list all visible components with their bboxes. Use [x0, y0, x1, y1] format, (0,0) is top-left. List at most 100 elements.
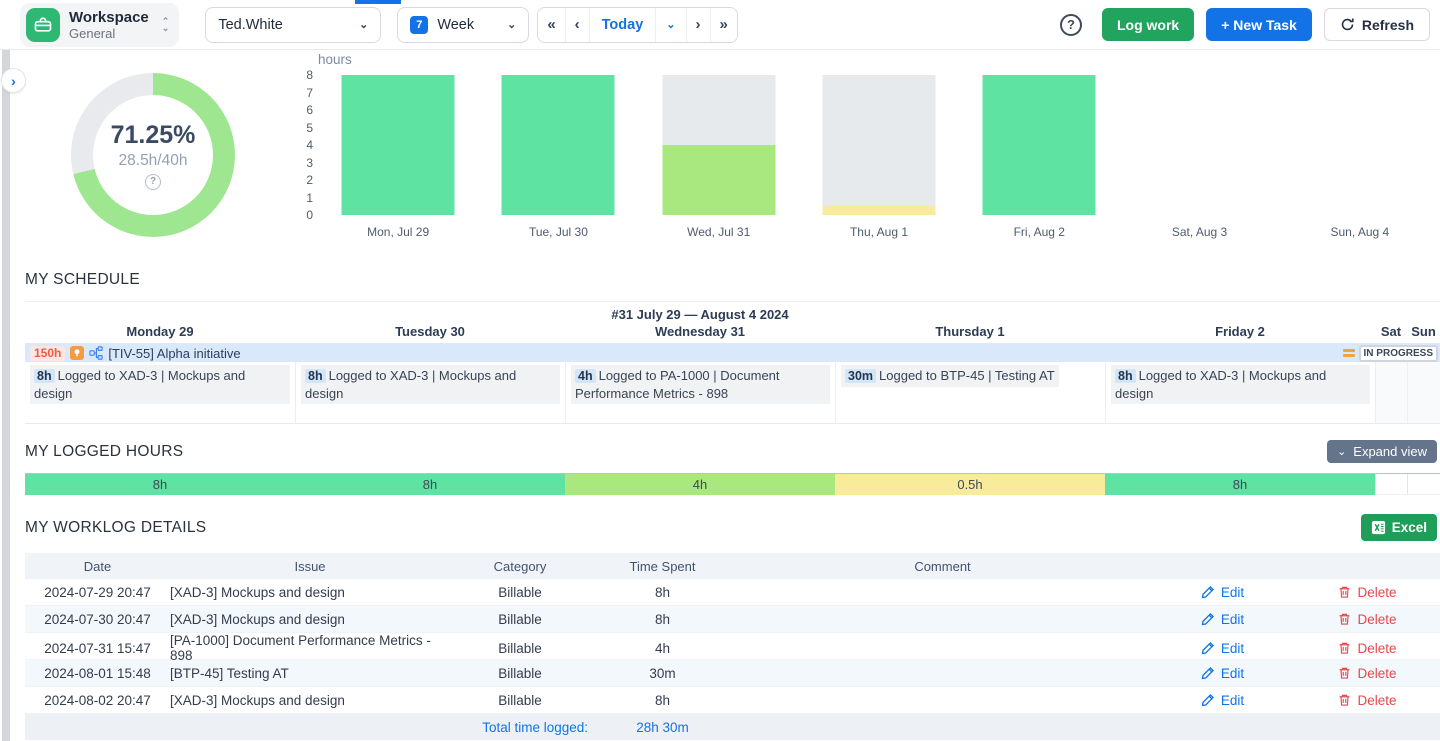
priority-medium-icon — [1343, 349, 1355, 357]
pencil-icon — [1201, 585, 1215, 599]
hours-bar-rect[interactable] — [983, 75, 1096, 215]
logged-hours-segment[interactable] — [1407, 474, 1440, 495]
delete-button[interactable]: Delete — [1295, 641, 1440, 656]
hours-bar-rect[interactable] — [502, 75, 615, 215]
refresh-button[interactable]: Refresh — [1324, 8, 1430, 41]
user-select-value: Ted.White — [218, 17, 282, 33]
schedule-day-header: Tuesday 30 — [295, 324, 565, 339]
chevron-right-icon: › — [11, 73, 16, 89]
time-chip: 30m — [845, 369, 876, 383]
prev-week-button[interactable]: ‹ — [565, 8, 589, 42]
delete-button[interactable]: Delete — [1295, 666, 1440, 681]
epic-row[interactable]: 150h [TIV-55] Alpha initiative IN PROGRE… — [25, 343, 1440, 362]
expand-view-button[interactable]: ⌄ Expand view — [1327, 440, 1437, 463]
daily-hours-bar-chart: Mon, Jul 29Tue, Jul 30Wed, Jul 31Thu, Au… — [318, 75, 1440, 215]
y-axis-tick: 6 — [296, 103, 313, 117]
donut-help-icon[interactable]: ? — [145, 174, 161, 190]
schedule-worklog-entry[interactable]: 4hLogged to PA-1000 | Document Performan… — [571, 365, 830, 404]
pencil-icon — [1201, 666, 1215, 680]
schedule-worklog-entry[interactable]: 8hLogged to XAD-3 | Mockups and design — [301, 365, 560, 404]
y-axis-tick: 7 — [296, 86, 313, 100]
worklog-time-spent: 8h — [590, 612, 735, 627]
user-select[interactable]: Ted.White ⌄ — [205, 7, 381, 43]
day-slot: Mon, Jul 29 — [318, 75, 478, 215]
y-axis-title: hours — [318, 52, 352, 67]
y-axis-tick: 5 — [296, 121, 313, 135]
briefcase-icon — [26, 8, 60, 42]
new-task-button[interactable]: + New Task — [1206, 8, 1312, 41]
schedule-worklog-entry[interactable]: 8hLogged to XAD-3 | Mockups and design — [1111, 365, 1370, 404]
y-axis-tick: 0 — [296, 208, 313, 222]
x-axis-label: Sat, Aug 3 — [1119, 225, 1279, 239]
edit-button[interactable]: Edit — [1150, 585, 1295, 600]
schedule-day-header: Thursday 1 — [835, 324, 1105, 339]
today-button[interactable]: Today — [589, 8, 656, 42]
workspace-title: Workspace — [69, 9, 149, 26]
chevron-down-icon: ⌄ — [359, 18, 368, 31]
worklog-column-header: Comment — [735, 559, 1150, 574]
delete-button[interactable]: Delete — [1295, 612, 1440, 627]
workspace-selector[interactable]: Workspace General ⌃⌄ — [20, 3, 179, 47]
y-axis-tick: 2 — [296, 173, 313, 187]
edit-button[interactable]: Edit — [1150, 641, 1295, 656]
hierarchy-icon — [89, 346, 103, 360]
log-work-button[interactable]: Log work — [1102, 8, 1194, 41]
worklog-issue: [PA-1000] Document Performance Metrics -… — [170, 633, 450, 663]
worklog-row: 2024-07-29 20:47[XAD-3] Mockups and desi… — [25, 579, 1440, 606]
worklog-column-header: Issue — [170, 559, 450, 574]
logged-hours-segment[interactable]: 4h — [565, 474, 835, 495]
worklog-category: Billable — [450, 693, 590, 708]
trash-icon — [1338, 641, 1351, 655]
status-badge: IN PROGRESS — [1359, 345, 1438, 362]
hours-bar-rect[interactable] — [342, 75, 455, 215]
edit-button[interactable]: Edit — [1150, 612, 1295, 627]
logged-hours-segment[interactable]: 8h — [1105, 474, 1375, 495]
schedule-day-cell: 8hLogged to XAD-3 | Mockups and design — [1105, 362, 1375, 423]
worklog-row: 2024-07-31 15:47[PA-1000] Document Perfo… — [25, 633, 1440, 660]
period-select[interactable]: 7 Week ⌄ — [397, 7, 529, 43]
schedule-day-header: Wednesday 31 — [565, 324, 835, 339]
entry-text: Logged to XAD-3 | Mockups and design — [305, 368, 516, 401]
logged-hours-segment[interactable]: 8h — [25, 474, 295, 495]
first-week-button[interactable]: « — [538, 8, 564, 42]
next-week-button[interactable]: › — [686, 8, 710, 42]
day-slot: Wed, Jul 31 — [639, 75, 799, 215]
day-slot: Sun, Aug 4 — [1280, 75, 1440, 215]
y-axis-tick: 4 — [296, 138, 313, 152]
sidebar-expand-button[interactable]: › — [1, 68, 26, 93]
delete-button[interactable]: Delete — [1295, 585, 1440, 600]
schedule-worklog-entry[interactable]: 30mLogged to BTP-45 | Testing AT — [841, 365, 1059, 387]
trash-icon — [1338, 612, 1351, 626]
logged-hours-segment[interactable] — [1375, 474, 1407, 495]
worklog-issue: [XAD-3] Mockups and design — [170, 585, 450, 600]
day-slot: Tue, Jul 30 — [478, 75, 638, 215]
help-icon[interactable]: ? — [1060, 14, 1082, 36]
logged-hours-segment[interactable]: 0.5h — [835, 474, 1105, 495]
worklog-column-header: Date — [25, 559, 170, 574]
hours-bar-rect[interactable] — [662, 145, 775, 215]
logged-hours-segment[interactable]: 8h — [295, 474, 565, 495]
last-week-button[interactable]: » — [710, 8, 737, 42]
worklog-row: 2024-08-02 20:47[XAD-3] Mockups and desi… — [25, 687, 1440, 714]
pencil-icon — [1201, 693, 1215, 707]
worklog-date: 2024-07-29 20:47 — [25, 585, 170, 600]
schedule-day-cell: 8hLogged to XAD-3 | Mockups and design — [25, 362, 295, 423]
excel-export-button[interactable]: Excel — [1361, 514, 1437, 541]
worklog-issue: [XAD-3] Mockups and design — [170, 612, 450, 627]
dashboard: 71.25% 28.5h/40h ? hours 876543210 Mon, … — [0, 50, 1440, 255]
delete-button[interactable]: Delete — [1295, 693, 1440, 708]
schedule-worklog-entry[interactable]: 8hLogged to XAD-3 | Mockups and design — [30, 365, 290, 404]
edit-button[interactable]: Edit — [1150, 693, 1295, 708]
worklog-table: DateIssueCategoryTime SpentComment 2024-… — [25, 553, 1440, 740]
worklog-issue: [XAD-3] Mockups and design — [170, 693, 450, 708]
schedule-day-header: Monday 29 — [25, 324, 295, 339]
worklog-time-spent: 30m — [590, 666, 735, 681]
hours-bar-rect[interactable] — [822, 206, 935, 215]
trash-icon — [1338, 666, 1351, 680]
chevron-down-icon: ⌄ — [507, 18, 516, 31]
capacity-track — [822, 75, 935, 215]
edit-button[interactable]: Edit — [1150, 666, 1295, 681]
today-caret-icon[interactable]: ⌄ — [655, 8, 685, 42]
worklog-time-spent: 4h — [590, 641, 735, 656]
schedule-heading: MY SCHEDULE — [25, 271, 1440, 289]
